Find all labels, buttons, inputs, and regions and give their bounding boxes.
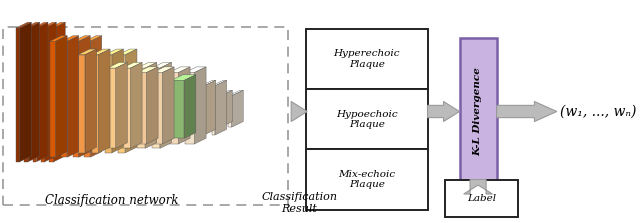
- FancyBboxPatch shape: [306, 89, 428, 149]
- Polygon shape: [49, 22, 65, 28]
- Polygon shape: [122, 62, 142, 68]
- Polygon shape: [137, 62, 157, 68]
- Polygon shape: [169, 67, 190, 72]
- Polygon shape: [108, 62, 127, 68]
- Polygon shape: [41, 28, 45, 162]
- Polygon shape: [41, 22, 56, 28]
- Polygon shape: [61, 36, 79, 41]
- Polygon shape: [215, 80, 227, 135]
- FancyBboxPatch shape: [460, 38, 497, 185]
- Polygon shape: [195, 67, 206, 144]
- Polygon shape: [84, 36, 102, 41]
- Polygon shape: [50, 36, 67, 41]
- Polygon shape: [92, 49, 110, 55]
- Polygon shape: [201, 80, 216, 86]
- Polygon shape: [73, 41, 79, 157]
- FancyBboxPatch shape: [445, 180, 518, 217]
- Polygon shape: [84, 41, 90, 157]
- Text: (w₁, ..., wₙ): (w₁, ..., wₙ): [560, 105, 637, 118]
- Polygon shape: [36, 22, 48, 162]
- Polygon shape: [118, 55, 125, 153]
- Polygon shape: [50, 41, 56, 157]
- Polygon shape: [204, 80, 216, 135]
- Polygon shape: [184, 75, 196, 138]
- Polygon shape: [221, 90, 232, 127]
- Polygon shape: [201, 86, 204, 135]
- Polygon shape: [112, 49, 124, 153]
- Polygon shape: [228, 96, 232, 127]
- Polygon shape: [172, 75, 196, 80]
- Polygon shape: [61, 41, 67, 157]
- Text: Classification
Result: Classification Result: [262, 192, 337, 214]
- Text: Hypoechoic
Plaque: Hypoechoic Plaque: [336, 110, 397, 129]
- Polygon shape: [497, 101, 557, 122]
- Polygon shape: [33, 22, 48, 28]
- Polygon shape: [54, 22, 65, 162]
- Polygon shape: [152, 68, 160, 148]
- Polygon shape: [212, 86, 215, 135]
- Polygon shape: [163, 67, 174, 144]
- Polygon shape: [185, 72, 195, 144]
- Polygon shape: [16, 22, 31, 28]
- Polygon shape: [108, 68, 116, 148]
- Polygon shape: [218, 96, 221, 127]
- Polygon shape: [153, 72, 163, 144]
- Polygon shape: [137, 67, 158, 72]
- Polygon shape: [125, 49, 137, 153]
- Text: Hyperechoic
Plaque: Hyperechoic Plaque: [333, 50, 400, 69]
- Polygon shape: [179, 67, 190, 144]
- Polygon shape: [122, 68, 131, 148]
- Polygon shape: [78, 49, 97, 55]
- Polygon shape: [20, 22, 31, 162]
- Polygon shape: [218, 90, 232, 96]
- Polygon shape: [105, 49, 124, 55]
- Text: Label: Label: [467, 194, 496, 203]
- Polygon shape: [185, 67, 206, 72]
- Polygon shape: [463, 180, 493, 194]
- Polygon shape: [33, 28, 36, 162]
- Polygon shape: [24, 28, 28, 162]
- FancyBboxPatch shape: [306, 29, 428, 89]
- Polygon shape: [147, 67, 158, 144]
- Text: Classification network: Classification network: [45, 194, 179, 207]
- Polygon shape: [118, 49, 137, 55]
- Polygon shape: [172, 80, 184, 138]
- Polygon shape: [131, 62, 142, 148]
- Polygon shape: [24, 22, 40, 28]
- Polygon shape: [137, 72, 147, 144]
- Polygon shape: [78, 55, 85, 153]
- Text: Mix-echoic
Plaque: Mix-echoic Plaque: [338, 170, 396, 189]
- Polygon shape: [105, 55, 112, 153]
- Polygon shape: [137, 68, 145, 148]
- Polygon shape: [56, 36, 67, 157]
- Polygon shape: [212, 80, 227, 86]
- Polygon shape: [92, 55, 99, 153]
- Polygon shape: [116, 62, 127, 148]
- Polygon shape: [90, 36, 102, 157]
- FancyBboxPatch shape: [306, 149, 428, 210]
- Polygon shape: [67, 36, 79, 157]
- Polygon shape: [49, 28, 54, 162]
- Polygon shape: [73, 36, 90, 41]
- Text: K-L Divergence: K-L Divergence: [474, 67, 483, 156]
- Polygon shape: [99, 49, 110, 153]
- Polygon shape: [145, 62, 157, 148]
- Polygon shape: [428, 101, 460, 122]
- Polygon shape: [16, 28, 20, 162]
- Polygon shape: [291, 101, 307, 122]
- Polygon shape: [45, 22, 56, 162]
- Polygon shape: [85, 49, 97, 153]
- Polygon shape: [152, 62, 172, 68]
- Polygon shape: [79, 36, 90, 157]
- Polygon shape: [232, 90, 243, 127]
- Polygon shape: [28, 22, 40, 162]
- Polygon shape: [160, 62, 172, 148]
- Polygon shape: [228, 90, 243, 96]
- Polygon shape: [153, 67, 174, 72]
- Polygon shape: [169, 72, 179, 144]
